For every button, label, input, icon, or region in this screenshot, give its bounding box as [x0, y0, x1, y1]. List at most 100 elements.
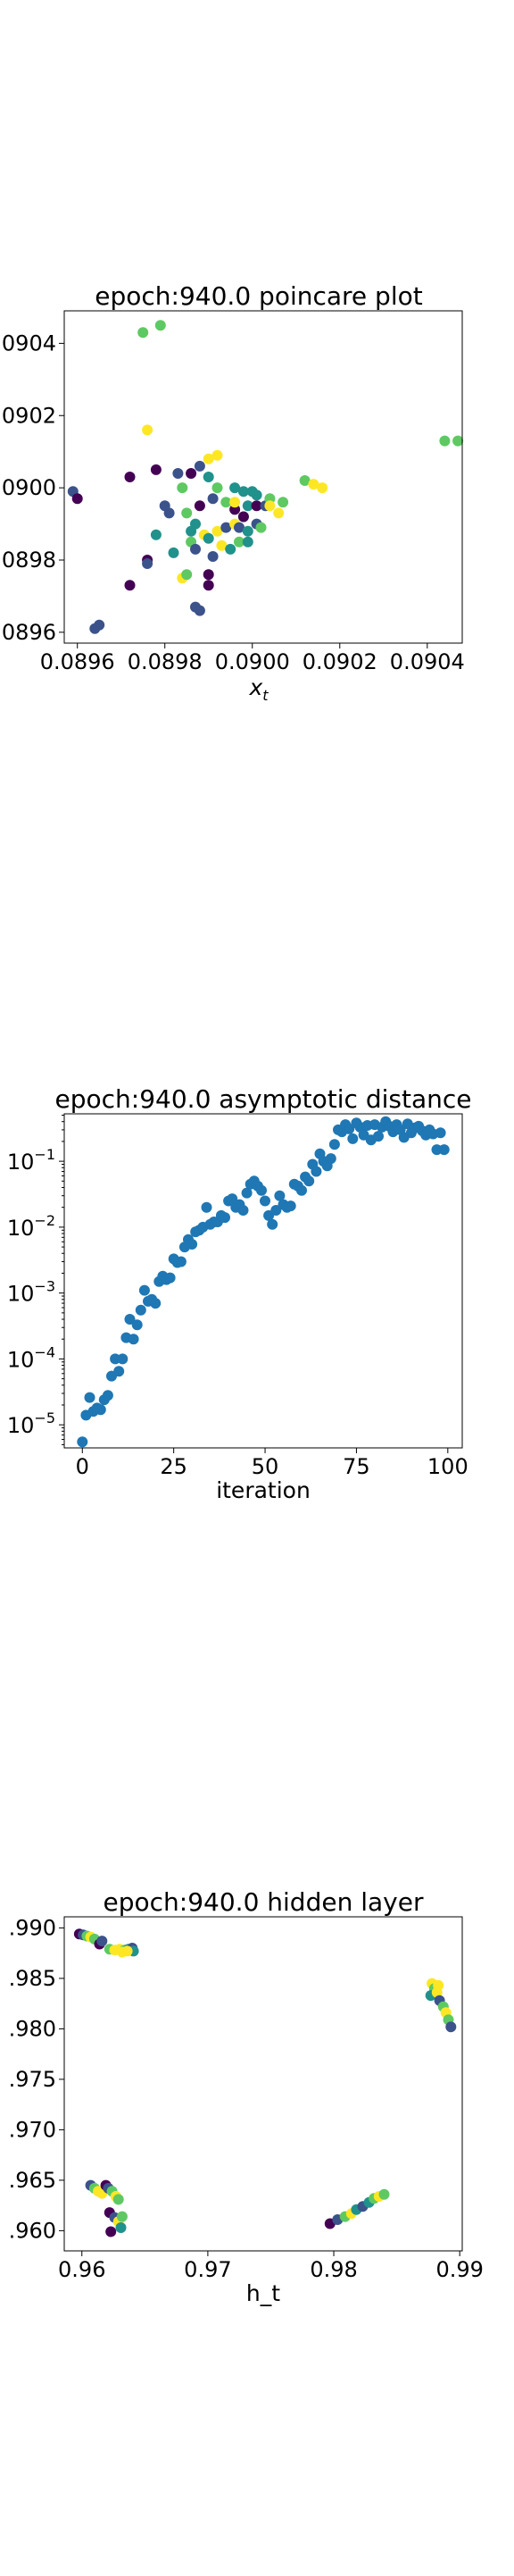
- data-point: [255, 522, 267, 533]
- data-point: [175, 1256, 187, 1267]
- hidden-layer-chart: epoch:940.0 hidden layer 0.96 0.97 0.98 0.9…: [9, 1887, 484, 2306]
- y-tick-label: .980: [9, 2016, 56, 2041]
- y-tick-label: 10−1: [7, 1146, 55, 1175]
- data-point: [229, 497, 241, 508]
- data-point: [142, 558, 153, 569]
- data-point: [211, 525, 223, 537]
- data-point: [84, 1392, 95, 1403]
- data-point: [117, 1353, 128, 1365]
- asymptotic-axes-frame: [63, 1113, 463, 1449]
- y-tick-label: .0904: [0, 330, 56, 355]
- y-tick-label: .0900: [0, 475, 56, 500]
- data-point: [203, 580, 214, 591]
- data-point: [154, 320, 166, 331]
- data-point: [77, 1436, 88, 1448]
- hidden-layer-xlabel: h_t: [246, 2280, 280, 2306]
- x-tick-label: 75: [343, 1454, 370, 1479]
- data-point: [317, 482, 328, 494]
- y-tick-label: 10−5: [7, 1409, 55, 1438]
- y-tick-label: .0902: [0, 403, 56, 428]
- x-tick-label: 0.0904: [390, 649, 465, 674]
- data-point: [237, 486, 249, 498]
- data-point: [246, 486, 258, 498]
- data-point: [234, 536, 245, 548]
- data-point: [168, 547, 179, 558]
- data-point: [105, 2226, 117, 2237]
- data-point: [242, 536, 253, 548]
- data-point: [164, 1272, 176, 1284]
- data-point: [207, 551, 219, 562]
- data-point: [186, 525, 197, 537]
- data-point: [285, 1200, 296, 1212]
- data-point: [242, 525, 253, 537]
- data-point: [172, 468, 184, 479]
- data-point: [116, 2211, 128, 2222]
- data-point: [181, 569, 193, 581]
- data-point: [241, 1187, 253, 1199]
- data-point: [325, 1153, 336, 1165]
- data-point: [95, 1404, 106, 1416]
- data-point: [273, 507, 285, 519]
- data-point: [142, 424, 153, 436]
- data-point: [274, 1190, 286, 1201]
- data-point: [229, 482, 241, 494]
- data-point: [296, 1184, 307, 1196]
- x-tick-label: 0.0898: [128, 649, 203, 674]
- data-point: [308, 479, 319, 490]
- data-point: [278, 497, 289, 508]
- data-point: [137, 327, 149, 339]
- data-point: [256, 1184, 267, 1196]
- data-point: [207, 493, 219, 505]
- data-point: [234, 522, 245, 533]
- data-point: [237, 1205, 249, 1216]
- data-point: [181, 507, 193, 519]
- data-point: [194, 460, 205, 472]
- data-point: [347, 1133, 359, 1144]
- asymptotic-panel: epoch:940.0 asymptotic distance 0 25 50 75 1…: [0, 893, 514, 1679]
- data-point: [237, 511, 249, 523]
- data-point: [116, 1946, 128, 1958]
- data-point: [220, 1212, 230, 1224]
- data-point: [452, 435, 464, 447]
- data-point: [187, 1239, 198, 1250]
- data-point: [439, 435, 451, 447]
- data-point: [328, 1139, 340, 1150]
- y-tick-label: .970: [9, 2117, 56, 2142]
- data-point: [96, 1936, 108, 1947]
- x-tick-label: 0.0896: [40, 649, 115, 674]
- data-point: [124, 472, 136, 482]
- data-point: [378, 2188, 390, 2200]
- y-tick-label: .0896: [0, 620, 56, 645]
- data-point: [194, 500, 205, 512]
- y-tick-label: .0898: [0, 548, 56, 573]
- data-point: [303, 1175, 315, 1187]
- hidden-layer-axes-frame: [63, 1916, 463, 2252]
- y-tick-label: .960: [9, 2218, 56, 2243]
- data-point: [135, 1304, 146, 1316]
- asymptotic-title: epoch:940.0 asymptotic distance: [55, 1084, 472, 1114]
- data-point: [201, 1201, 212, 1213]
- data-point: [373, 1131, 384, 1142]
- hidden-layer-title: epoch:940.0 hidden layer: [104, 1887, 424, 1917]
- poincare-title: epoch:940.0 poincare plot: [95, 281, 422, 311]
- data-point: [211, 449, 223, 461]
- x-tick-label: 0.96: [58, 2257, 105, 2282]
- data-point: [110, 1353, 121, 1365]
- hidden-layer-panel: epoch:940.0 hidden layer 0.96 0.97 0.98 0.9…: [0, 1786, 514, 2572]
- x-tick-label: 0: [76, 1454, 89, 1479]
- data-point: [220, 522, 232, 533]
- x-tick-label: 0.98: [310, 2257, 357, 2282]
- data-point: [216, 539, 228, 551]
- data-point: [211, 482, 223, 494]
- asymptotic-chart: epoch:940.0 asymptotic distance 0 25 50 75 1…: [7, 1084, 472, 1503]
- data-point: [124, 580, 136, 591]
- data-point: [150, 464, 162, 475]
- asymptotic-xlabel: iteration: [216, 1477, 311, 1503]
- data-point: [89, 623, 101, 634]
- data-point: [264, 500, 276, 512]
- data-point: [438, 1144, 450, 1156]
- data-point: [194, 605, 205, 616]
- y-tick-label: .985: [9, 1966, 56, 1991]
- data-point: [124, 1314, 136, 1325]
- data-point: [203, 472, 214, 482]
